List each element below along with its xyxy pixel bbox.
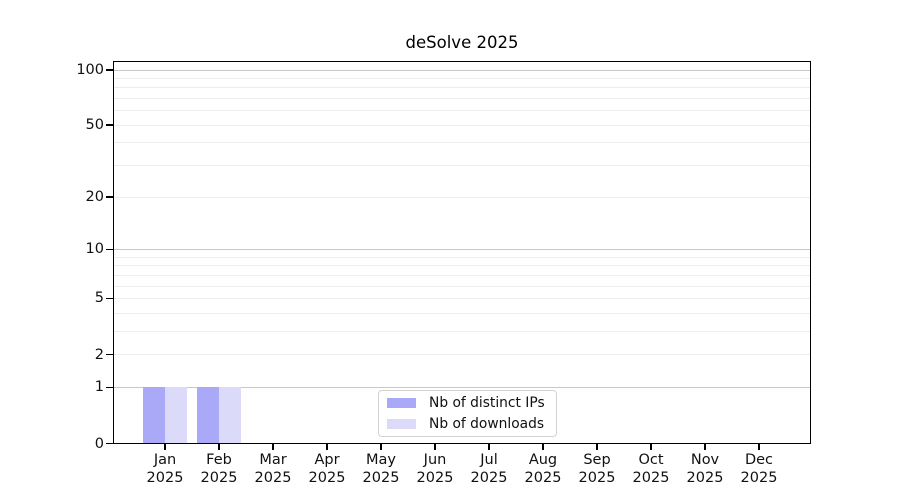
x-axis-tick-label: Jun 2025 xyxy=(416,452,454,486)
gridline-minor xyxy=(114,196,810,198)
gridline-minor xyxy=(114,98,810,100)
x-axis-tick xyxy=(326,444,328,450)
x-axis-tick xyxy=(434,444,436,450)
x-axis-tick-label: Nov 2025 xyxy=(686,452,724,486)
x-axis-tick xyxy=(164,444,166,450)
x-axis-tick-label: Sep 2025 xyxy=(578,452,616,486)
gridline-minor xyxy=(114,265,810,267)
gridline-major xyxy=(114,248,810,250)
x-axis-tick-label: Apr 2025 xyxy=(308,452,346,486)
gridline-minor xyxy=(114,124,810,126)
gridline-minor xyxy=(114,87,810,89)
y-axis-tick-label: 0 xyxy=(94,435,104,452)
y-axis-tick xyxy=(106,442,113,445)
bar-downloads xyxy=(219,387,241,443)
y-axis-tick xyxy=(106,248,113,251)
gridline-minor xyxy=(114,297,810,299)
gridline-minor xyxy=(114,330,810,332)
legend-item-distinct-ips: Nb of distinct IPs xyxy=(387,395,546,411)
gridline-minor xyxy=(114,285,810,287)
x-axis-tick xyxy=(218,444,220,450)
y-axis-tick xyxy=(106,196,113,198)
x-axis-tick xyxy=(272,444,274,450)
y-axis-tick-label: 20 xyxy=(85,189,104,206)
gridline-major xyxy=(114,69,810,71)
legend-item-downloads: Nb of downloads xyxy=(387,416,546,432)
legend: Nb of distinct IPs Nb of downloads xyxy=(378,390,557,437)
bar-distinct-ips xyxy=(197,387,219,443)
gridline-minor xyxy=(114,110,810,112)
y-axis-tick xyxy=(106,353,113,356)
y-axis-tick xyxy=(106,386,113,389)
bar-downloads xyxy=(165,387,187,443)
gridline-minor xyxy=(114,165,810,167)
x-axis-tick xyxy=(596,444,598,450)
y-axis-tick xyxy=(106,69,113,71)
y-axis-tick-label: 1 xyxy=(94,379,104,396)
legend-swatch-distinct-ips xyxy=(387,397,416,409)
gridline-minor xyxy=(114,142,810,144)
legend-label-downloads: Nb of downloads xyxy=(429,416,545,432)
legend-label-distinct-ips: Nb of distinct IPs xyxy=(429,395,545,411)
x-axis-tick xyxy=(758,444,760,450)
legend-swatch-downloads xyxy=(387,418,416,430)
gridline-minor xyxy=(114,354,810,356)
y-axis-tick xyxy=(106,297,113,300)
x-axis-tick xyxy=(704,444,706,450)
gridline-minor xyxy=(114,256,810,258)
y-axis-tick xyxy=(106,124,113,127)
x-axis-tick xyxy=(380,444,382,450)
chart-title: deSolve 2025 xyxy=(405,33,519,52)
x-axis-tick-label: Mar 2025 xyxy=(254,452,292,486)
x-axis-tick-label: Oct 2025 xyxy=(632,452,670,486)
x-axis-tick-label: Jan 2025 xyxy=(146,452,184,486)
y-axis-tick-label: 5 xyxy=(94,290,104,307)
x-axis-tick-label: Jul 2025 xyxy=(470,452,508,486)
y-axis-tick-label: 10 xyxy=(85,241,104,258)
x-axis-tick-label: Feb 2025 xyxy=(200,452,238,486)
y-axis-tick-label: 50 xyxy=(85,117,104,134)
x-axis-tick-label: Aug 2025 xyxy=(524,452,562,486)
gridline-minor xyxy=(114,312,810,314)
bar-distinct-ips xyxy=(143,387,165,443)
y-axis-tick-label: 100 xyxy=(76,62,104,78)
x-axis-tick-label: Dec 2025 xyxy=(740,452,778,486)
x-axis-tick xyxy=(650,444,652,450)
x-axis-tick xyxy=(542,444,544,450)
x-axis-tick xyxy=(488,444,490,450)
x-axis-tick-label: May 2025 xyxy=(362,452,400,486)
y-axis-tick-label: 2 xyxy=(94,346,104,363)
gridline-minor xyxy=(114,274,810,276)
gridline-major xyxy=(114,386,810,388)
gridline-minor xyxy=(114,77,810,79)
